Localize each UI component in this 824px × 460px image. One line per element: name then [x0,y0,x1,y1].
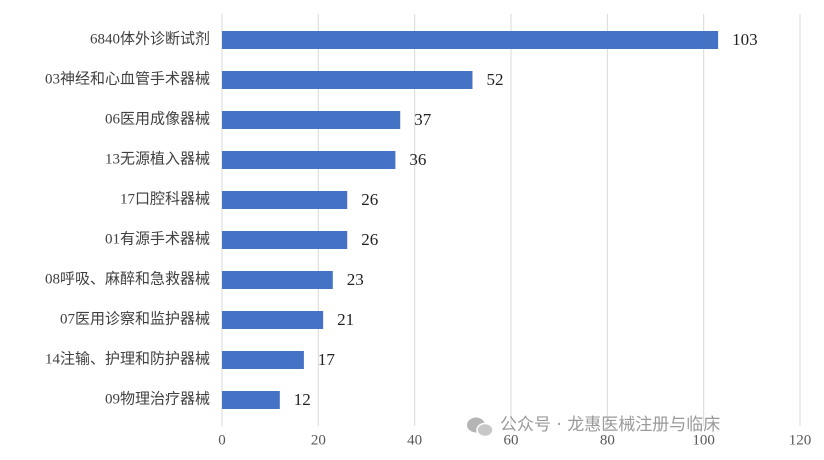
x-tick-label: 60 [504,432,519,448]
y-tick-label: 07医用诊察和监护器械 [60,309,210,327]
bar [222,311,324,329]
x-tick-label: 80 [600,432,615,448]
y-tick-label: 03神经和心血管手术器械 [45,70,210,87]
y-tick-label: 08呼吸、麻醉和急救器械 [45,270,210,287]
data-label: 36 [409,150,426,169]
y-tick-label: 09物理治疗器械 [105,390,210,407]
bar [222,111,401,129]
data-label: 12 [294,390,311,409]
data-label: 26 [361,190,378,209]
y-tick-label: 06医用成像器械 [105,110,210,127]
x-tick-label: 120 [789,432,812,448]
y-tick-label: 14注输、护理和防护器械 [45,350,210,367]
data-label: 37 [414,110,432,129]
bar [222,231,348,249]
data-label: 52 [486,70,503,89]
x-tick-label: 20 [311,432,326,448]
bar [222,271,333,289]
data-label: 26 [361,230,378,249]
y-tick-label: 01有源手术器械 [105,230,210,247]
data-label: 23 [347,270,364,289]
y-tick-label: 13无源植入器械 [105,150,210,167]
bar [222,31,719,49]
x-tick-label: 0 [218,432,226,448]
bar [222,151,396,169]
bar [222,351,304,369]
x-tick-label: 100 [692,432,715,448]
watermark: 公众号 · 龙惠医械注册与临床 [500,415,720,435]
data-label: 17 [318,350,336,369]
data-label: 103 [732,30,758,49]
x-tick-label: 40 [407,432,422,448]
watermark-icon [467,417,494,438]
bar [222,191,348,209]
data-label: 21 [337,310,354,329]
y-tick-label: 6840体外诊断试剂 [90,30,210,47]
y-tick-label: 17口腔科器械 [120,190,210,207]
bar [222,71,473,89]
bar [222,391,280,409]
